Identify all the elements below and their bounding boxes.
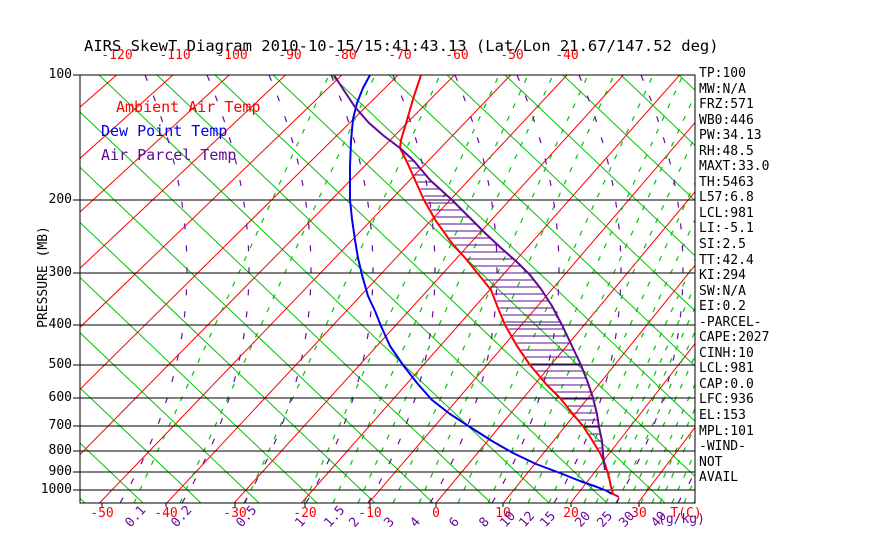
moist-adiabat-lines [119, 75, 695, 503]
plot-border [79, 74, 696, 504]
curve-dew-point [349, 75, 613, 495]
mixing-ratio-lines [133, 75, 695, 503]
page-title: AIRS SkewT Diagram 2010-10-15/15:41:43.1… [84, 37, 719, 55]
curve-ambient-temp [399, 75, 620, 498]
isotherm-lines [80, 75, 695, 503]
dry-adiabat-lines [80, 75, 695, 503]
cape-hatch [404, 153, 602, 449]
sounding-curves [333, 75, 620, 498]
curve-air-parcel [333, 75, 606, 471]
